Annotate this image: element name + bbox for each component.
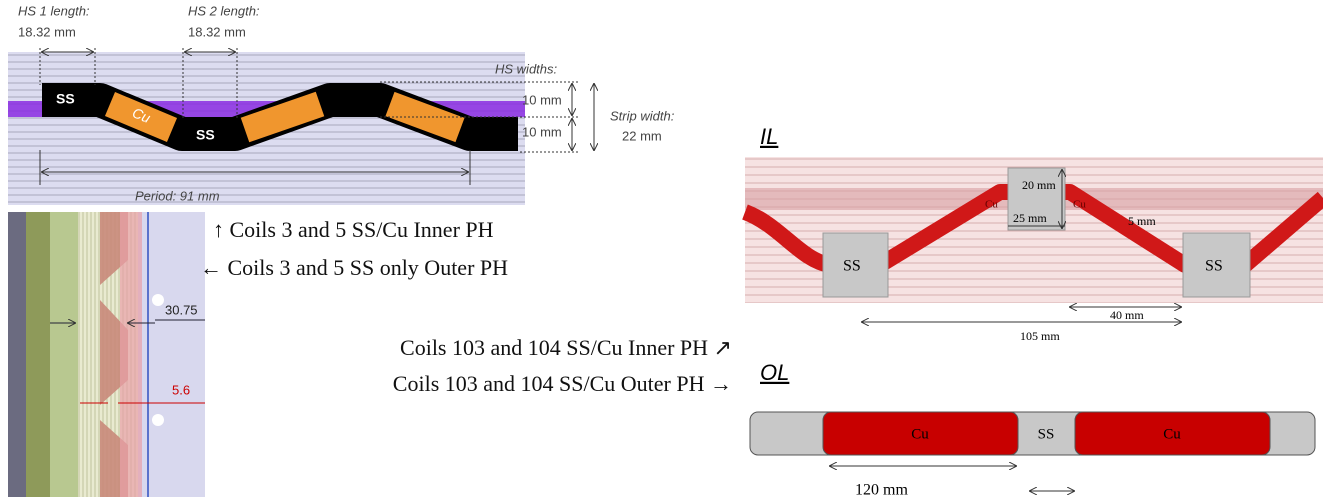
ss-block [1007,167,1066,231]
hs-widths-label: HS widths: [495,61,558,76]
strip-width-value: 22 mm [622,128,662,143]
hs-width: 10 mm [522,124,562,139]
dim-label: 5 mm [1128,214,1156,228]
cu-block [822,411,1019,456]
material-label: SS [1205,258,1223,275]
dim-label: 120 mm [855,482,908,499]
caption: Coils 103 and 104 SS/Cu Inner PH ↗ [400,335,732,360]
il-title: IL [760,124,778,149]
hs-width: 10 mm [522,92,562,107]
layer [120,212,142,497]
notch [152,414,164,426]
dimension-lines [39,48,594,185]
material-label: SS [843,258,861,275]
hs2-label: HS 2 length: [188,3,260,18]
dim-label: 5.6 [172,382,190,397]
caption: ↑ Coils 3 and 5 SS/Cu Inner PH [213,217,494,242]
outer-ph-panel: 30.75 5.6 [8,212,205,497]
ss-block [822,232,889,298]
segment-label: Cu [130,104,153,126]
material-label: Cu [911,426,929,442]
ss-block [1182,232,1251,298]
dim-label: 30.75 [165,302,198,317]
dim-label: 25 mm [1013,211,1047,225]
layer [26,212,50,497]
ol-title: OL [760,360,789,385]
strip-profile [100,212,128,497]
layer [50,212,78,497]
material-label: Cu [1073,199,1086,211]
segment-label: SS [56,91,75,107]
layer [8,212,26,497]
hs1-value: 18.32 mm [18,24,76,39]
cu-block [1074,411,1271,456]
material-label: SS [1038,426,1055,442]
material-label: Cu [1163,426,1181,442]
dim-label: 105 mm [1020,329,1060,343]
material-label: Cu [985,199,998,211]
hs1-label: HS 1 length: [18,3,90,18]
caption: Coils 103 and 104 SS/Cu Outer PH → [393,371,732,396]
strip-width-label: Strip width: [610,108,675,123]
hs2-value: 18.32 mm [188,24,246,39]
segment-label: SS [196,127,215,143]
dim-label: 20 mm [1022,178,1056,192]
notch [152,294,164,306]
caption: ← Coils 3 and 5 SS only Outer PH [200,255,508,280]
ol-panel: OL Cu SS Cu 120 mm [749,360,1316,499]
period-label: Period: 91 mm [135,188,220,203]
inner-ph-strip-panel: SS Cu SS HS 1 length: 18.32 mm HS 2 leng… [8,3,675,205]
dim-label: 40 mm [1110,308,1144,322]
il-panel: IL 20 mm 25 mm 5 mm 40 mm 105 mm Cu Cu S… [741,124,1323,343]
